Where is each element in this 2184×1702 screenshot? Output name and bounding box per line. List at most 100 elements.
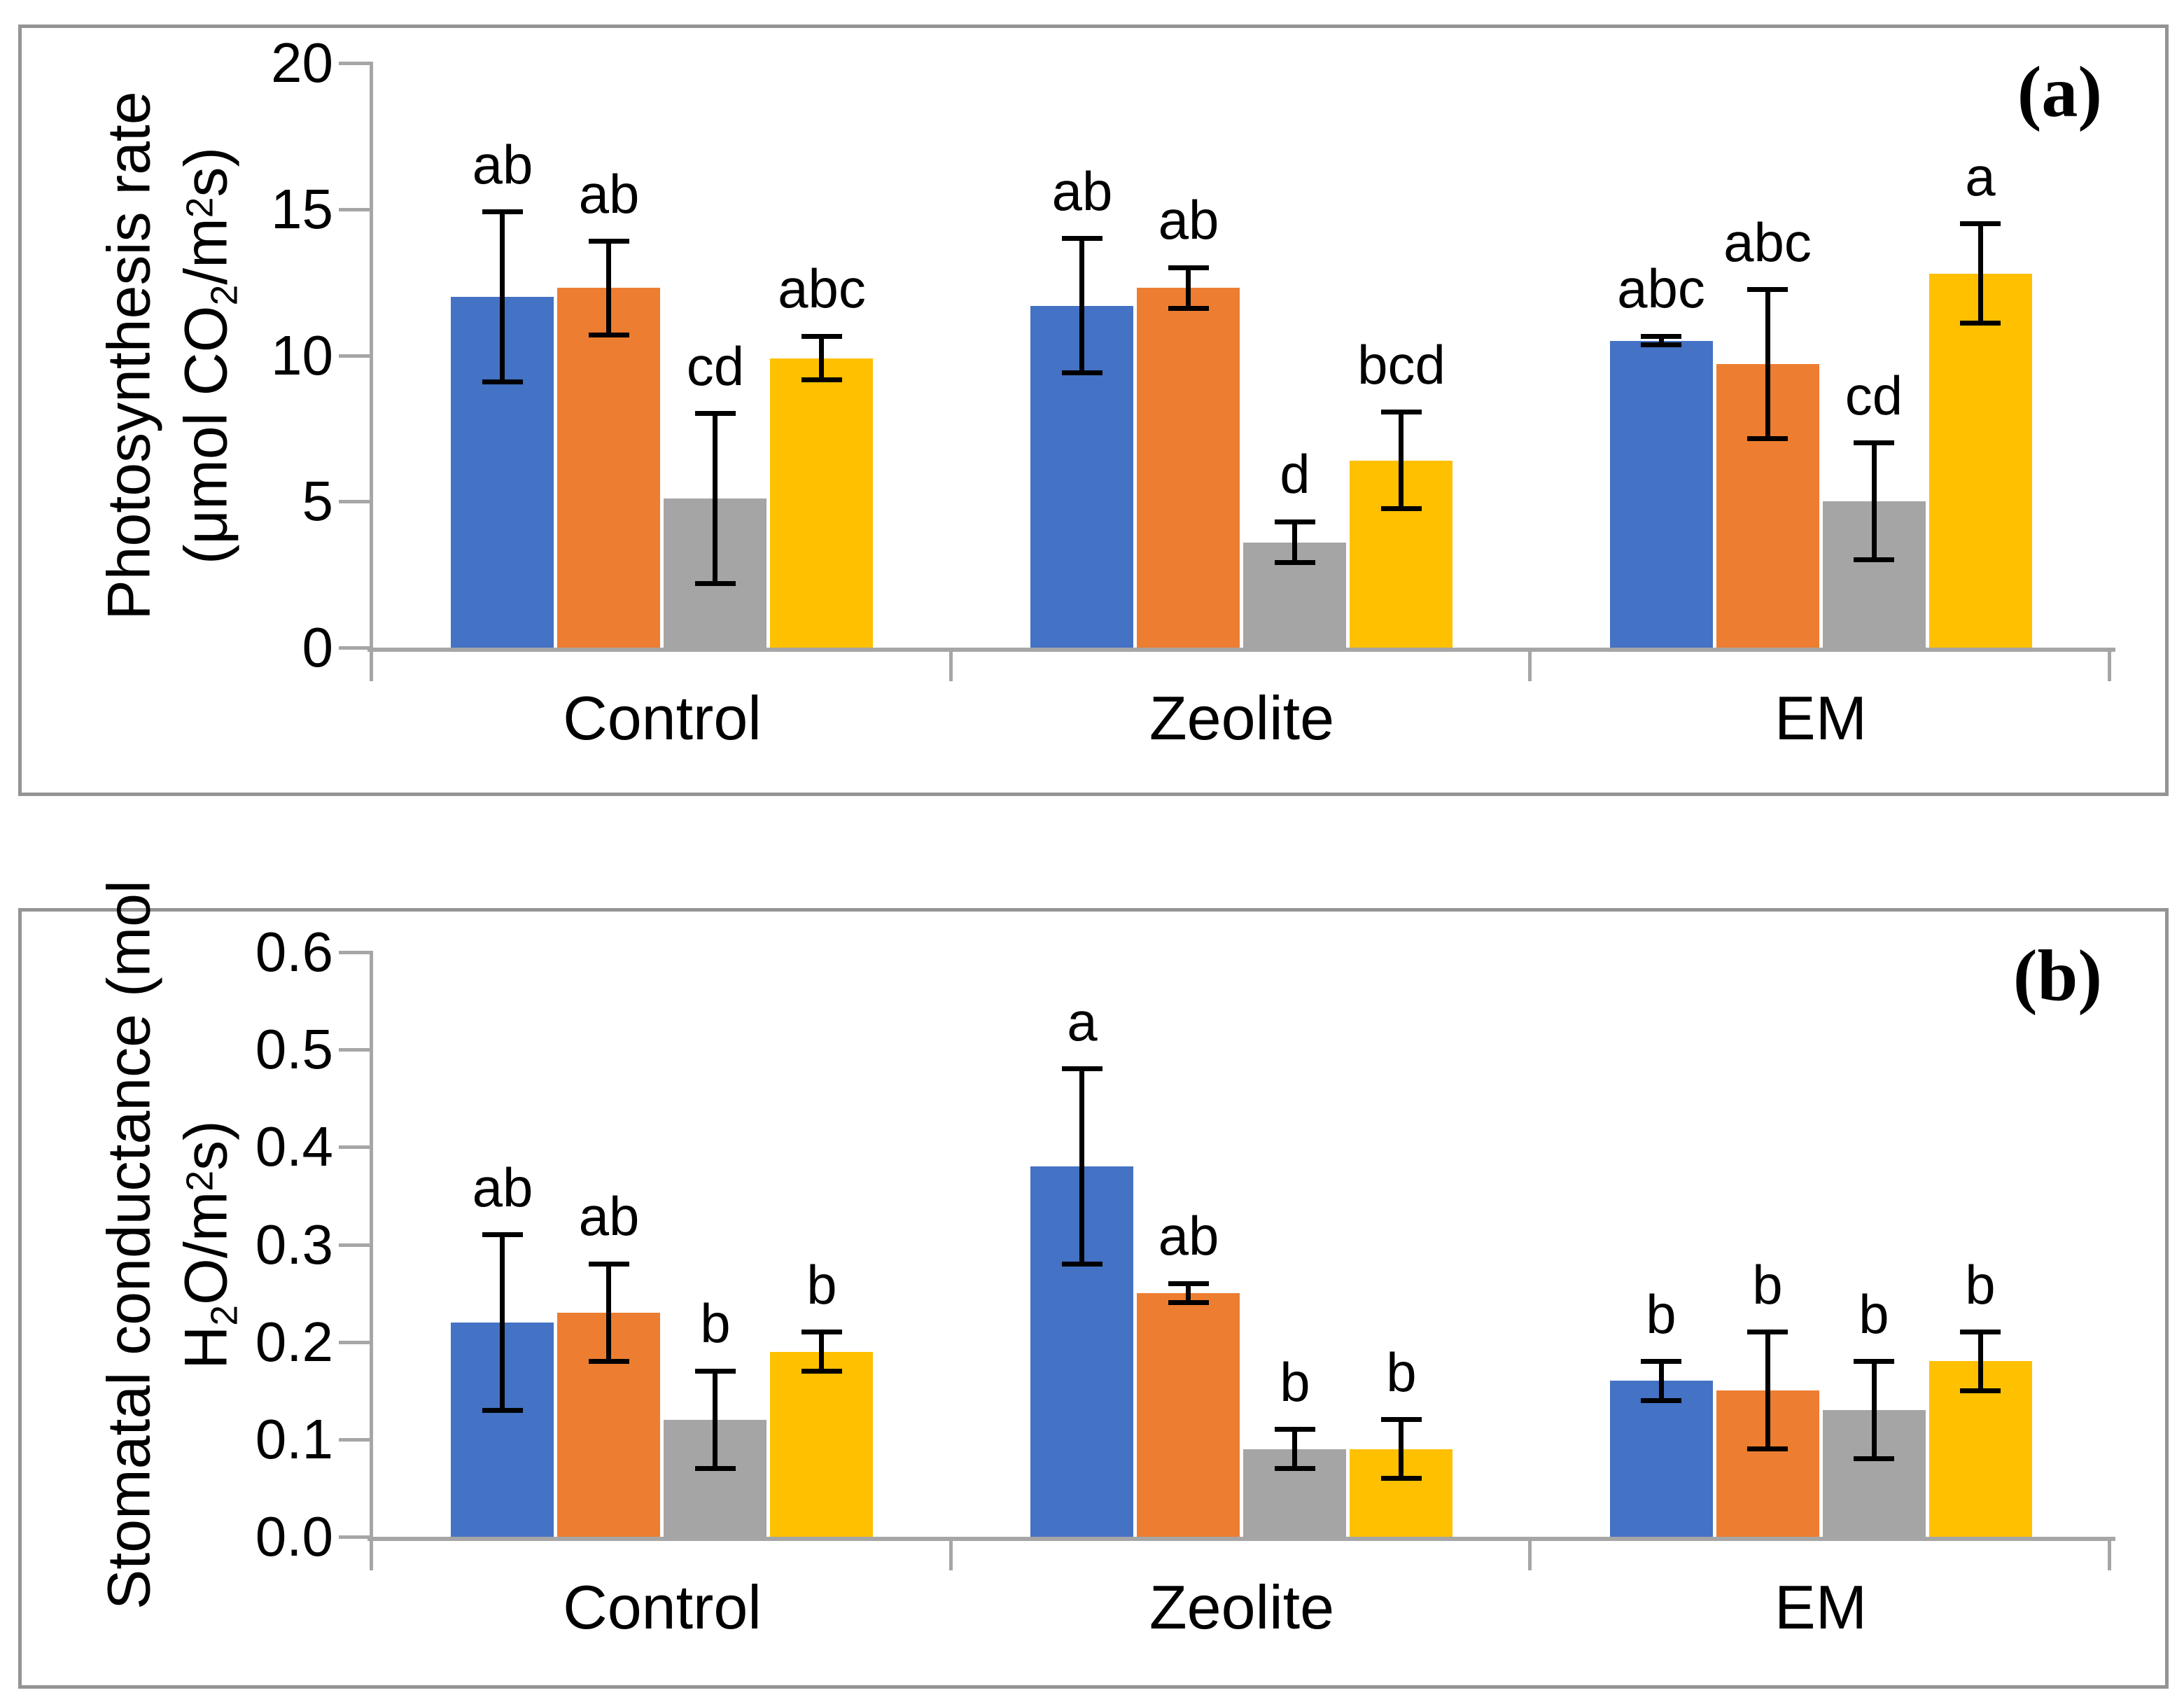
panel-a: (a) Photosynthesis rate (μmol CO2/m2s) 0 5 1… bbox=[18, 25, 2169, 796]
error-bar-cap bbox=[695, 411, 736, 416]
x-category-label: EM bbox=[1774, 683, 1867, 753]
error-bar-cap bbox=[695, 1369, 736, 1374]
error-bar-cap bbox=[482, 1232, 523, 1237]
error-bar-cap bbox=[1168, 265, 1209, 270]
y-tick-label: 15 bbox=[271, 178, 333, 240]
error-bar-cap bbox=[482, 379, 523, 384]
bar-yellow-control bbox=[770, 358, 873, 648]
error-bar-cap bbox=[1854, 1359, 1894, 1364]
x-axis-boundary-tick bbox=[1528, 1540, 1532, 1570]
bar-orange-zeolite bbox=[1137, 1293, 1240, 1537]
x-axis-boundary-tick bbox=[2108, 650, 2111, 681]
x-category-label: Zeolite bbox=[1149, 683, 1335, 753]
y-tick-mark bbox=[339, 1535, 373, 1539]
error-bar bbox=[1765, 1332, 1770, 1449]
error-bar bbox=[606, 241, 611, 335]
error-bar bbox=[1079, 239, 1084, 373]
error-bar-cap bbox=[1960, 1330, 2001, 1334]
error-bar-cap bbox=[1747, 1446, 1788, 1451]
error-bar bbox=[1659, 336, 1664, 345]
sig-letter: b bbox=[1280, 1351, 1310, 1413]
error-bar-cap bbox=[1168, 1281, 1209, 1286]
error-bar-cap bbox=[1381, 1476, 1422, 1481]
sig-letter: a bbox=[1067, 991, 1098, 1052]
error-bar bbox=[819, 1332, 824, 1371]
error-bar-cap bbox=[1275, 1427, 1315, 1432]
sig-letter: ab bbox=[1158, 189, 1219, 251]
error-bar-cap bbox=[589, 239, 629, 244]
error-bar-cap bbox=[1168, 306, 1209, 311]
x-axis-boundary-tick bbox=[1528, 650, 1532, 681]
error-bar bbox=[1292, 522, 1297, 563]
error-bar-cap bbox=[1641, 334, 1681, 339]
y-tick-label: 20 bbox=[271, 32, 333, 94]
error-bar-cap bbox=[1747, 1330, 1788, 1334]
sig-letter: abc bbox=[1723, 211, 1812, 273]
y-tick-mark bbox=[339, 1145, 373, 1149]
error-bar bbox=[1399, 412, 1404, 509]
error-bar-cap bbox=[1854, 440, 1894, 445]
error-bar-cap bbox=[1854, 557, 1894, 562]
x-axis-line bbox=[368, 1537, 2115, 1541]
error-bar-cap bbox=[1381, 1417, 1422, 1422]
sig-letter: cd bbox=[1844, 365, 1903, 426]
y-tick-label: 10 bbox=[271, 324, 333, 386]
error-bar bbox=[1978, 1332, 1983, 1390]
x-axis-boundary-tick bbox=[370, 650, 373, 681]
bar-orange-zeolite bbox=[1137, 288, 1240, 648]
y-axis-line bbox=[370, 63, 373, 651]
error-bar-cap bbox=[1854, 1456, 1894, 1461]
error-bar-cap bbox=[1275, 560, 1315, 565]
y-tick-mark bbox=[339, 1438, 373, 1442]
sig-letter: ab bbox=[1158, 1205, 1219, 1267]
error-bar-cap bbox=[1641, 1398, 1681, 1403]
error-bar-cap bbox=[1747, 436, 1788, 441]
error-bar-cap bbox=[1062, 370, 1102, 375]
bar-blue-em bbox=[1610, 341, 1713, 648]
x-axis-boundary-tick bbox=[949, 1540, 953, 1570]
y-tick-label: 0.6 bbox=[255, 921, 333, 983]
y-tick-label: 5 bbox=[302, 470, 334, 532]
error-bar bbox=[1079, 1069, 1084, 1264]
y-axis-line bbox=[370, 952, 373, 1540]
error-bar-cap bbox=[1747, 287, 1788, 292]
error-bar-cap bbox=[1960, 221, 2001, 226]
error-bar-cap bbox=[1381, 506, 1422, 511]
y-tick-mark bbox=[339, 646, 373, 650]
panel-label-a: (a) bbox=[2017, 52, 2102, 132]
y-tick-label: 0.4 bbox=[255, 1115, 333, 1178]
error-bar bbox=[1186, 268, 1191, 309]
y-tick-mark bbox=[339, 354, 373, 358]
y-tick-mark bbox=[339, 500, 373, 503]
error-bar bbox=[1872, 443, 1877, 560]
plot-area: ab ab b b a ab b b b b b b bbox=[372, 952, 2110, 1537]
error-bar-cap bbox=[589, 1359, 629, 1364]
error-bar-cap bbox=[1275, 519, 1315, 524]
y-tick-label: 0.3 bbox=[255, 1213, 333, 1276]
error-bar-cap bbox=[1168, 1300, 1209, 1305]
x-category-label: EM bbox=[1774, 1572, 1867, 1642]
y-tick-label: 0 bbox=[302, 616, 334, 678]
error-bar bbox=[1186, 1283, 1191, 1303]
error-bar-cap bbox=[589, 333, 629, 337]
y-tick-mark bbox=[339, 951, 373, 954]
error-bar-cap bbox=[695, 581, 736, 586]
error-bar-cap bbox=[482, 1408, 523, 1413]
error-bar-cap bbox=[1062, 236, 1102, 241]
sig-letter: ab bbox=[472, 1157, 533, 1218]
bar-orange-control bbox=[557, 288, 660, 648]
bar-yellow-em bbox=[1929, 274, 2032, 648]
error-bar bbox=[819, 336, 824, 380]
error-bar-cap bbox=[1275, 1466, 1315, 1471]
chart-b: Stomatal conductance (mol H2O/m2s) 0.0 0.1 0… bbox=[22, 879, 2165, 1685]
y-tick-label: 0.0 bbox=[255, 1505, 333, 1568]
y-tick-mark bbox=[339, 1048, 373, 1052]
sig-letter: b bbox=[1646, 1283, 1676, 1345]
error-bar-cap bbox=[1960, 1388, 2001, 1393]
bar-blue-em bbox=[1610, 1381, 1713, 1537]
error-bar bbox=[500, 212, 505, 382]
error-bar-cap bbox=[1960, 321, 2001, 326]
error-bar bbox=[713, 414, 718, 583]
sig-letter: ab bbox=[578, 163, 640, 225]
x-category-label: Zeolite bbox=[1149, 1572, 1335, 1642]
